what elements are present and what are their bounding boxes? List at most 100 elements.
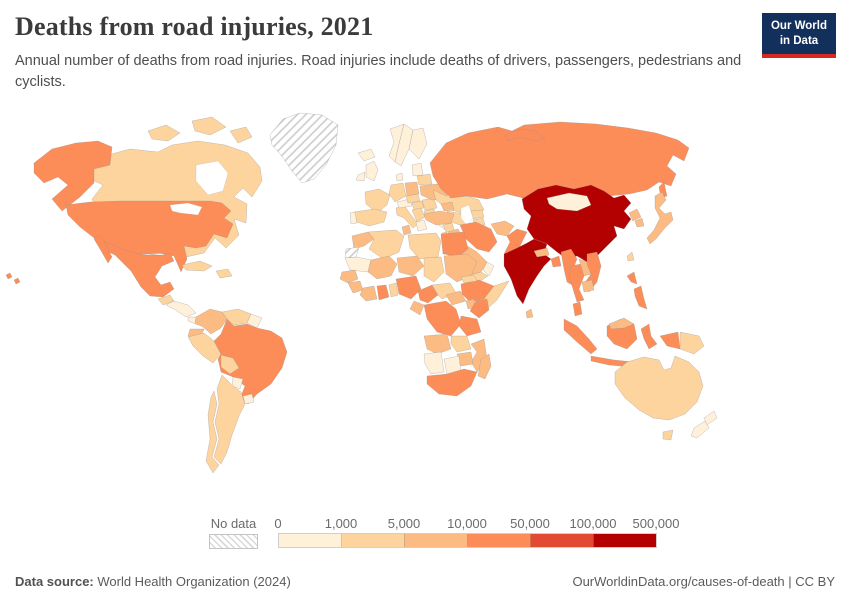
country-russia[interactable] xyxy=(429,121,690,200)
country-greece[interactable] xyxy=(415,219,428,232)
country-hispaniola[interactable] xyxy=(215,268,233,279)
country-south-korea[interactable] xyxy=(634,217,645,228)
country-bangladesh[interactable] xyxy=(550,255,562,268)
country-mexico[interactable] xyxy=(101,240,175,298)
country-cameroon[interactable] xyxy=(417,284,439,304)
country-argentina[interactable] xyxy=(213,374,246,465)
country-novaya-zemlya[interactable] xyxy=(504,128,546,142)
owid-logo[interactable]: Our World in Data xyxy=(762,13,836,58)
country-mongolia[interactable] xyxy=(546,192,592,212)
legend-bin-swatch[interactable] xyxy=(342,534,405,547)
country-japan[interactable] xyxy=(646,191,674,245)
country-south-africa[interactable] xyxy=(426,368,478,397)
country-nepal[interactable] xyxy=(533,247,550,258)
country-turkey[interactable] xyxy=(423,210,455,226)
country-sumatra[interactable] xyxy=(563,318,598,355)
country-hawaii[interactable] xyxy=(5,272,21,285)
country-tasmania[interactable] xyxy=(662,429,674,441)
country-caucasus[interactable] xyxy=(440,201,455,212)
country-sulawesi[interactable] xyxy=(640,323,658,350)
country-kenya[interactable] xyxy=(469,298,490,319)
country-tunisia[interactable] xyxy=(401,224,412,236)
country-togo-benin[interactable] xyxy=(388,282,399,298)
country-eritrea-djibouti[interactable] xyxy=(460,274,478,284)
country-alaska[interactable] xyxy=(33,140,113,212)
country-malaysia[interactable] xyxy=(572,301,583,317)
country-baltics[interactable] xyxy=(411,162,424,177)
country-mexico-baja[interactable] xyxy=(93,234,113,264)
country-malaysia-borneo[interactable] xyxy=(608,317,635,330)
country-greenland[interactable] xyxy=(269,112,339,184)
country-canada-arctic[interactable] xyxy=(191,116,227,136)
country-poland[interactable] xyxy=(404,181,420,197)
country-angola[interactable] xyxy=(423,333,452,355)
country-finland[interactable] xyxy=(408,127,428,160)
legend-no-data-label: No data xyxy=(210,516,257,531)
country-canada-arctic[interactable] xyxy=(229,126,253,144)
country-cuba[interactable] xyxy=(181,260,213,272)
legend-bin-swatch[interactable] xyxy=(531,534,594,547)
country-paraguay[interactable] xyxy=(231,376,244,390)
country-madagascar[interactable] xyxy=(477,353,492,380)
country-chile[interactable] xyxy=(205,390,220,474)
legend-bin-swatch[interactable] xyxy=(279,534,342,547)
country-ireland[interactable] xyxy=(355,171,366,182)
country-denmark[interactable] xyxy=(395,172,404,182)
country-egypt[interactable] xyxy=(440,231,469,257)
country-france[interactable] xyxy=(364,188,391,214)
country-senegal[interactable] xyxy=(339,269,359,284)
country-zambia[interactable] xyxy=(450,335,472,353)
country-libya[interactable] xyxy=(407,232,442,260)
country-taiwan[interactable] xyxy=(626,251,635,262)
world-choropleth-map[interactable] xyxy=(0,105,850,505)
country-niger[interactable] xyxy=(396,255,425,277)
country-honduras-nicaragua[interactable] xyxy=(165,300,197,318)
country-peru[interactable] xyxy=(187,332,222,364)
country-drc[interactable] xyxy=(423,300,462,337)
country-namibia[interactable] xyxy=(423,351,445,375)
country-afghanistan[interactable] xyxy=(490,220,515,237)
country-bolivia[interactable] xyxy=(220,354,240,375)
country-somalia[interactable] xyxy=(483,280,510,310)
country-germany[interactable] xyxy=(388,182,407,203)
country-iceland[interactable] xyxy=(357,148,376,162)
country-guinea[interactable] xyxy=(347,280,364,294)
country-new-zealand[interactable] xyxy=(690,420,710,439)
country-mauritania[interactable] xyxy=(344,256,372,273)
country-oman[interactable] xyxy=(482,261,495,277)
legend-bin-swatch[interactable] xyxy=(594,534,656,547)
country-cambodia[interactable] xyxy=(581,279,595,293)
country-czechia-slovakia[interactable] xyxy=(405,193,421,204)
legend-bin-swatch[interactable] xyxy=(468,534,531,547)
country-laos[interactable] xyxy=(578,258,592,277)
country-ivory-coast[interactable] xyxy=(359,285,378,302)
country-spain[interactable] xyxy=(353,208,388,227)
country-philippines[interactable] xyxy=(633,285,648,310)
country-nigeria[interactable] xyxy=(395,275,422,300)
country-portugal[interactable] xyxy=(349,211,358,225)
country-iran[interactable] xyxy=(459,221,498,253)
data-source-value: World Health Organization (2024) xyxy=(93,574,291,589)
country-mali[interactable] xyxy=(367,255,398,280)
country-thailand[interactable] xyxy=(568,263,585,303)
country-western-sahara[interactable] xyxy=(344,246,360,259)
legend-bin-swatch[interactable] xyxy=(405,534,468,547)
country-united-kingdom[interactable] xyxy=(365,160,379,182)
country-papua-new-guinea[interactable] xyxy=(679,331,705,355)
country-ghana[interactable] xyxy=(376,284,390,301)
country-congo-gabon[interactable] xyxy=(409,300,425,316)
country-tanzania[interactable] xyxy=(458,315,482,337)
country-sri-lanka[interactable] xyxy=(525,308,534,319)
country-chad[interactable] xyxy=(423,256,445,283)
country-canada-arctic[interactable] xyxy=(147,124,181,142)
legend-no-data-swatch[interactable] xyxy=(209,534,258,549)
country-colombia[interactable] xyxy=(194,308,228,335)
country-west-papua[interactable] xyxy=(659,331,681,350)
country-philippines[interactable] xyxy=(626,271,638,285)
owid-url-link[interactable]: OurWorldinData.org/causes-of-death xyxy=(572,574,785,589)
country-belarus[interactable] xyxy=(416,173,433,186)
country-north-korea[interactable] xyxy=(628,208,642,222)
country-australia[interactable] xyxy=(614,355,704,421)
country-algeria[interactable] xyxy=(367,229,405,260)
country-morocco[interactable] xyxy=(351,231,375,250)
